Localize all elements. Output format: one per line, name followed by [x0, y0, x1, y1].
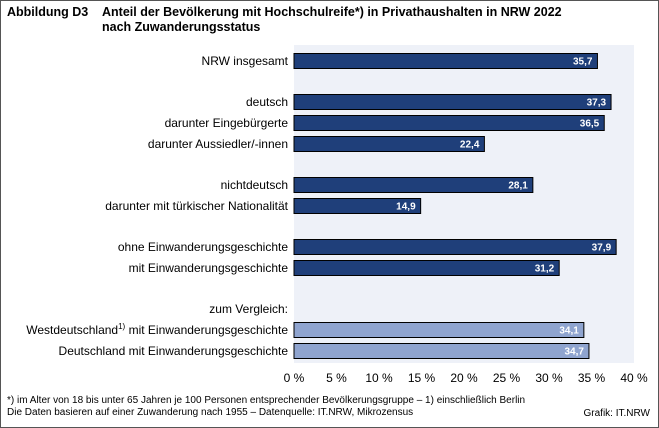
x-tick-label: 0 % — [284, 371, 305, 385]
category-label: NRW insgesamt — [202, 54, 289, 68]
x-tick-label: 30 % — [535, 371, 563, 385]
bar-value-label: 37,3 — [587, 98, 607, 109]
bar-value-label: 37,9 — [592, 243, 612, 254]
x-tick-label: 15 % — [408, 371, 436, 385]
bar-value-label: 28,1 — [508, 181, 528, 192]
x-tick-label: 20 % — [450, 371, 478, 385]
category-label: darunter mit türkischer Nationalität — [105, 199, 288, 213]
bar — [293, 260, 560, 276]
bar — [293, 322, 585, 338]
bar — [293, 177, 534, 193]
footnote-line-1: *) im Alter von 18 bis unter 65 Jahren j… — [7, 395, 526, 406]
bar — [293, 343, 590, 359]
bar — [293, 198, 422, 214]
x-tick-label: 40 % — [620, 371, 648, 385]
category-label: mit Einwanderungsgeschichte — [129, 261, 289, 275]
bar — [293, 239, 617, 255]
x-tick-label: 10 % — [365, 371, 393, 385]
figure-label: Abbildung D3 — [7, 5, 89, 19]
category-label: darunter Aussiedler/-innen — [148, 137, 288, 151]
x-tick-label: 25 % — [493, 371, 521, 385]
title-line-2: nach Zuwanderungsstatus — [102, 20, 261, 34]
bar — [293, 53, 598, 69]
category-label: deutsch — [246, 95, 288, 109]
bar-value-label: 14,9 — [396, 202, 416, 213]
bar-value-label: 22,4 — [460, 140, 480, 151]
title-line-1: Anteil der Bevölkerung mit Hochschulreif… — [102, 5, 562, 19]
bar-value-label: 36,5 — [580, 119, 600, 130]
bar-value-label: 31,2 — [535, 264, 555, 275]
category-label: darunter Eingebürgerte — [165, 116, 289, 130]
x-tick-label: 35 % — [578, 371, 606, 385]
bar-value-label: 35,7 — [573, 57, 593, 68]
category-label: Westdeutschland1) mit Einwanderungsgesch… — [26, 322, 288, 337]
category-label: ohne Einwanderungsgeschichte — [118, 240, 288, 254]
bar — [293, 136, 485, 152]
footnote-line-2: Die Daten basieren auf einer Zuwanderung… — [7, 407, 414, 418]
category-label: Deutschland mit Einwanderungsgeschichte — [59, 344, 289, 358]
x-tick-label: 5 % — [326, 371, 347, 385]
bar — [293, 115, 605, 131]
bar — [293, 94, 612, 110]
bar-value-label: 34,7 — [564, 347, 584, 358]
footnote: *) im Alter von 18 bis unter 65 Jahren j… — [7, 395, 525, 419]
source-credit: Grafik: IT.NRW — [583, 408, 650, 419]
category-label: zum Vergleich: — [209, 302, 288, 316]
chart-title: Abbildung D3 Anteil der Bevölkerung mit H… — [7, 5, 562, 35]
category-label: nichtdeutsch — [221, 178, 288, 192]
bar-value-label: 34,1 — [559, 326, 579, 337]
